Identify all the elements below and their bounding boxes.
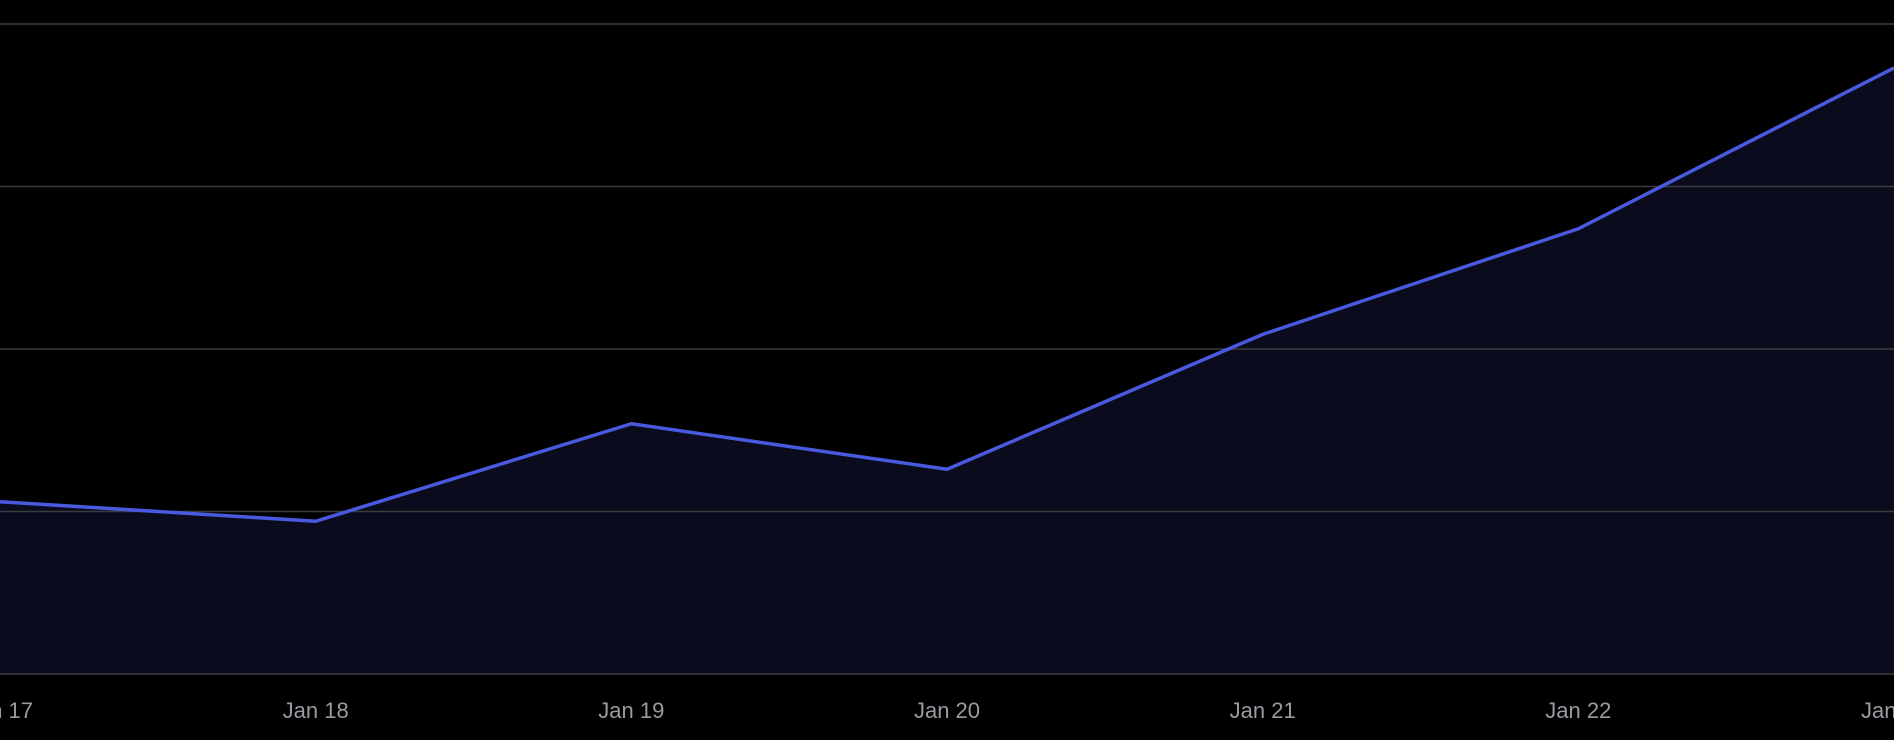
- area-fill: [0, 67, 1894, 674]
- x-tick-label: Jan 23: [1861, 698, 1894, 723]
- x-tick-label: Jan 21: [1230, 698, 1296, 723]
- x-tick-label: Jan 20: [914, 698, 980, 723]
- line: [0, 66, 1894, 523]
- x-tick-label: Jan 18: [283, 698, 349, 723]
- x-tick-label: Jan 22: [1545, 698, 1611, 723]
- x-tick-label: Jan 19: [598, 698, 664, 723]
- x-tick-label: Jan 17: [0, 698, 33, 723]
